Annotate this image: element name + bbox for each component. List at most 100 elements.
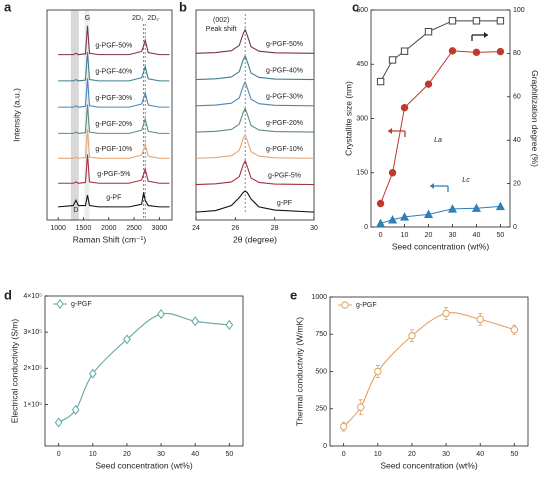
curve-label: g-PGF-50%	[266, 41, 303, 48]
marker	[376, 77, 385, 86]
series-line	[195, 190, 315, 213]
x-tick-label: 30	[449, 232, 457, 239]
legend-marker	[56, 298, 64, 310]
curve-label: g-PGF-10%	[95, 146, 132, 153]
curve-label: g-PGF-20%	[266, 120, 303, 127]
x-tick-label: 50	[510, 451, 518, 458]
x-tick-label: 20	[123, 451, 131, 458]
y-tick-label: 3×10⁵	[23, 329, 42, 336]
panel-label: b	[179, 0, 187, 14]
x-tick-label: 0	[342, 451, 346, 458]
y2-tick-label: 20	[513, 180, 521, 187]
marker	[374, 367, 382, 376]
y-tick-label: 0	[364, 224, 368, 231]
y-tick-label: 250	[315, 406, 327, 413]
curve-label: g-PGF-40%	[95, 69, 132, 76]
marker	[376, 218, 386, 228]
plot-frame	[370, 9, 511, 228]
x-axis-label: Seed concentration (wt%)	[392, 241, 489, 251]
series-line	[195, 80, 315, 107]
plot-frame	[46, 9, 173, 221]
curve-label: g-PGF-40%	[266, 67, 303, 74]
legend-label: g-PGF	[356, 302, 377, 309]
curve-label: g-PGF-5%	[97, 171, 130, 178]
curve-label: g-PGF-50%	[95, 42, 132, 49]
d-band	[70, 10, 79, 220]
x-tick-label: 1500	[76, 225, 92, 232]
x-tick-label: 10	[89, 451, 97, 458]
x-tick-label: 40	[473, 232, 481, 239]
marker	[496, 47, 505, 56]
series-line	[58, 25, 170, 56]
series-line	[380, 205, 501, 224]
plot-frame	[329, 296, 529, 447]
annotation: 2D₂	[147, 15, 159, 22]
marker	[54, 417, 63, 428]
marker	[448, 47, 457, 55]
x-tick-label: 30	[442, 451, 450, 458]
x-axis-label: Seed concentration (wt%)	[95, 460, 192, 470]
fit-curve	[58, 312, 230, 423]
x-tick-label: 40	[476, 451, 484, 458]
y-tick-label: 1×10⁵	[23, 401, 42, 408]
fit-curve	[343, 312, 515, 427]
y-tick-label: 0	[323, 443, 327, 450]
x-tick-label: 2500	[126, 225, 142, 232]
x-tick-label: 1000	[50, 225, 66, 232]
x-tick-label: 10	[374, 451, 382, 458]
series-line	[380, 20, 501, 82]
marker	[357, 403, 365, 411]
marker	[471, 203, 481, 212]
y2-tick-label: 60	[513, 94, 521, 101]
marker	[442, 309, 450, 318]
marker	[423, 209, 434, 219]
x-axis-label: Raman Shift (cm⁻¹)	[73, 234, 147, 244]
marker	[495, 201, 505, 211]
marker	[191, 316, 200, 327]
y2-tick-label: 80	[513, 50, 521, 57]
x-tick-label: 24	[192, 225, 200, 232]
y-tick-label: 4×10⁵	[23, 293, 42, 300]
series-line	[195, 159, 315, 186]
x-axis-label: 2θ (degree)	[233, 234, 277, 244]
y-tick-label: 150	[356, 170, 368, 177]
axis-arrow-head	[388, 128, 392, 134]
x-tick-label: 3000	[152, 225, 168, 232]
marker	[496, 17, 505, 25]
marker	[388, 56, 397, 64]
marker	[388, 169, 397, 177]
y-axis-label: Thermal conductivity (W/mK)	[294, 317, 304, 426]
y2-tick-label: 40	[513, 137, 521, 144]
y-tick-label: 500	[315, 368, 327, 375]
series-line	[58, 129, 170, 159]
marker	[400, 47, 409, 55]
y-tick-label: 600	[356, 7, 368, 14]
marker	[225, 319, 234, 330]
x-tick-label: 30	[157, 451, 165, 458]
marker	[400, 103, 409, 112]
curve-label: g-PGF-10%	[266, 146, 303, 153]
y-axis-label: Crystallite size (nm)	[343, 81, 353, 156]
x-tick-label: 10	[401, 232, 409, 239]
marker	[123, 334, 131, 345]
plot-frame	[195, 9, 315, 221]
marker	[339, 422, 348, 431]
y-tick-label: 750	[315, 331, 327, 338]
marker	[408, 332, 416, 340]
curve-label: g-PGF-20%	[95, 121, 132, 128]
x-tick-label: 0	[379, 232, 383, 239]
curve-label: g-PGF-30%	[95, 95, 132, 102]
x-tick-label: 20	[425, 232, 433, 239]
x-tick-label: 50	[497, 232, 505, 239]
y2-tick-label: 100	[513, 7, 525, 14]
y2-tick-label: 0	[513, 224, 517, 231]
marker	[388, 215, 398, 224]
axis-arrow-head	[484, 32, 488, 38]
legend-label: g-PGF	[71, 301, 92, 308]
y-tick-label: 2×10⁵	[23, 365, 42, 372]
panel-label: a	[4, 0, 12, 14]
x-tick-label: 26	[231, 225, 239, 232]
panel-label: d	[4, 287, 12, 302]
x-tick-label: 0	[57, 451, 61, 458]
